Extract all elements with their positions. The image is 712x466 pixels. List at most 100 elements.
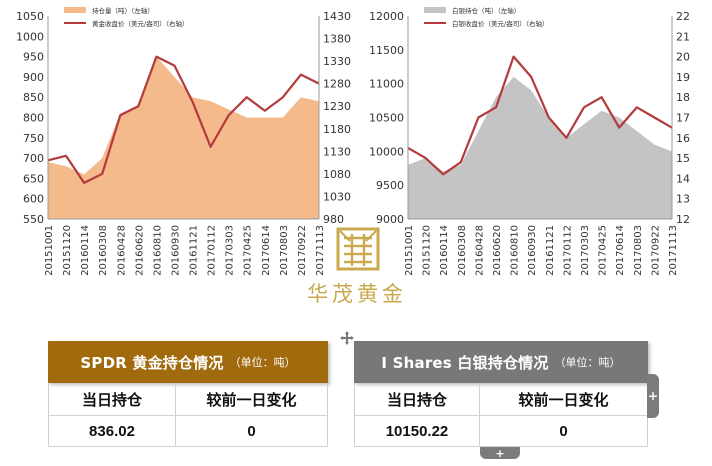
gold-yleft-tick: 550 (23, 213, 44, 226)
silver-card-table: 当日持仓 较前一日变化 10150.22 0 (354, 383, 648, 447)
silver-x-tick: 20171113 (668, 225, 679, 276)
silver-holdings-area (408, 76, 672, 220)
silver-card-header: I Shares 白银持仓情况 （单位：吨） (354, 341, 648, 383)
silver-card-title: I Shares 白银持仓情况 (381, 353, 549, 372)
silver-x-tick: 20160930 (527, 225, 538, 276)
silver-col-current-holding: 当日持仓 (386, 391, 447, 409)
gold-yleft-tick: 1000 (16, 30, 44, 43)
silver-axes: 1200011500110001050010000950090002221201… (369, 10, 690, 276)
silver-x-tick: 20151120 (422, 225, 433, 276)
gold-yleft-tick: 850 (23, 91, 44, 104)
gold-card-unit: （单位：吨） (229, 356, 296, 369)
silver-x-tick: 20170303 (580, 225, 591, 276)
silver-x-tick: 20170112 (562, 225, 573, 276)
gold-x-tick: 20170303 (225, 225, 236, 276)
silver-yright-tick: 17 (676, 112, 690, 125)
gold-x-tick: 20170922 (297, 225, 308, 276)
gold-yright-tick: 1430 (323, 10, 351, 23)
gold-yleft-tick: 900 (23, 71, 44, 84)
gold-x-tick: 20160114 (80, 225, 91, 276)
logo-text: 华茂黄金 (307, 282, 407, 306)
silver-x-tick: 20161121 (545, 225, 556, 276)
gold-daily-change-value: 0 (247, 422, 256, 440)
move-handle-icon[interactable] (339, 330, 355, 346)
silver-x-tick: 20160308 (457, 225, 468, 276)
silver-yright-tick: 18 (676, 91, 690, 104)
silver-chart: 1200011500110001050010000950090002221201… (369, 6, 690, 276)
gold-x-tick: 20160810 (152, 225, 163, 276)
gold-yleft-tick: 800 (23, 112, 44, 125)
silver-yleft-tick: 11000 (369, 78, 404, 91)
silver-x-tick: 20170803 (633, 225, 644, 276)
silver-yright-tick: 22 (676, 10, 690, 23)
gold-yright-tick: 1280 (323, 78, 351, 91)
silver-yleft-tick: 11500 (369, 44, 404, 57)
gold-yleft-tick: 1050 (16, 10, 44, 23)
gold-card-header: SPDR 黄金持仓情况 （单位：吨） (48, 341, 328, 383)
gold-legend-swatch-area (64, 7, 86, 13)
gold-card-table: 当日持仓 较前一日变化 836.02 0 (48, 383, 328, 447)
logo: 华茂黄金 (300, 226, 414, 310)
gold-legend-label-line: 黄金收盘价（美元/盎司）（右轴） (92, 19, 188, 28)
gold-yright-tick: 1130 (323, 145, 351, 158)
silver-yright-tick: 14 (676, 172, 690, 185)
gold-x-tick: 20151120 (62, 225, 73, 276)
gold-yright-tick: 1330 (323, 55, 351, 68)
gold-yright-tick: 1030 (323, 190, 351, 203)
gold-x-tick: 20170425 (243, 225, 254, 276)
gold-x-tick: 20160620 (134, 225, 145, 276)
silver-col-daily-change: 较前一日变化 (518, 391, 609, 409)
gold-yleft-tick: 750 (23, 132, 44, 145)
silver-card-unit: （单位：吨） (554, 356, 621, 369)
gold-x-tick: 20151001 (44, 225, 55, 276)
gold-yleft-tick: 700 (23, 152, 44, 165)
gold-yleft-tick: 650 (23, 172, 44, 185)
gold-yleft-tick: 600 (23, 193, 44, 206)
gold-card-title: SPDR 黄金持仓情况 (80, 353, 224, 372)
gold-plot-area (47, 55, 320, 219)
silver-legend-swatch-area (424, 7, 446, 13)
add-right-handle-icon[interactable]: + (647, 374, 659, 418)
silver-holdings-card: I Shares 白银持仓情况 （单位：吨） 当日持仓 较前一日变化 10150… (354, 341, 648, 447)
silver-yright-tick: 15 (676, 152, 690, 165)
silver-x-tick: 20160114 (439, 225, 450, 276)
silver-yright-tick: 20 (676, 51, 690, 64)
gold-yleft-tick: 950 (23, 51, 44, 64)
silver-yright-tick: 16 (676, 132, 690, 145)
silver-x-tick: 20170922 (650, 225, 661, 276)
gold-x-tick: 20160428 (116, 225, 127, 276)
gold-yright-tick: 1080 (323, 168, 351, 181)
gold-legend-label-area: 持仓量（吨）（左轴） (92, 6, 154, 15)
silver-x-tick: 20170425 (598, 225, 609, 276)
gold-legend: 持仓量（吨）（左轴） 黄金收盘价（美元/盎司）（右轴） (64, 6, 188, 28)
gold-x-tick: 20170112 (207, 225, 218, 276)
gold-x-tick: 20170614 (261, 225, 272, 276)
gold-x-tick: 20160930 (170, 225, 181, 276)
gold-price-line (47, 55, 320, 185)
silver-x-tick: 20160620 (492, 225, 503, 276)
silver-yright-tick: 19 (676, 71, 690, 84)
silver-yleft-tick: 12000 (369, 10, 404, 23)
silver-legend-label-area: 白银持仓（吨）（左轴） (452, 6, 520, 15)
silver-x-tick: 20160428 (474, 225, 485, 276)
silver-yleft-tick: 9000 (376, 213, 404, 226)
logo-emblem-icon (336, 227, 380, 271)
silver-yright-tick: 13 (676, 193, 690, 206)
gold-col-current-holding: 当日持仓 (81, 391, 142, 409)
silver-x-tick: 20160810 (510, 225, 521, 276)
silver-yleft-tick: 9500 (376, 179, 404, 192)
silver-legend-label-line: 白银收盘价（美元/盎司）（右轴） (452, 19, 548, 28)
gold-x-tick: 20170803 (279, 225, 290, 276)
silver-yleft-tick: 10000 (369, 145, 404, 158)
gold-x-tick: 20160308 (98, 225, 109, 276)
gold-col-daily-change: 较前一日变化 (206, 391, 297, 409)
gold-x-tick: 20161121 (189, 225, 200, 276)
gold-holdings-area (48, 56, 319, 219)
add-bottom-handle-icon[interactable]: + (480, 447, 520, 460)
silver-yright-tick: 21 (676, 30, 690, 43)
gold-axes: 1050 1000 950 900 850 800 750 700 650 600 550 1430 1… (16, 10, 351, 276)
silver-yleft-tick: 10500 (369, 112, 404, 125)
silver-daily-change-value: 0 (559, 422, 568, 440)
silver-yright-tick: 12 (676, 213, 690, 226)
silver-price-line (407, 55, 673, 176)
